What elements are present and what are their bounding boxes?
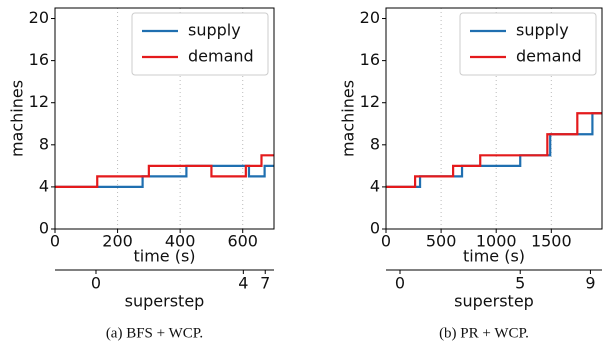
y-tick-label: 16 (29, 50, 49, 69)
x-axis-label: time (s) (133, 247, 195, 266)
legend-label: supply (516, 21, 569, 40)
x2-axis-label: superstep (125, 292, 205, 311)
plot-frame (385, 7, 603, 230)
caption: (a) BFS + WCP. (106, 325, 203, 341)
y-tick-label: 12 (360, 92, 380, 111)
x2-tick-label: 5 (515, 274, 525, 293)
x-tick-label: 1000 (476, 232, 517, 251)
x-tick-label: 400 (165, 232, 196, 251)
x-tick-label: 0 (50, 232, 60, 251)
x-tick-label: 500 (426, 232, 457, 251)
y-tick-label: 4 (370, 176, 380, 195)
y-tick-label: 4 (39, 176, 49, 195)
legend-box (459, 12, 597, 76)
x2-tick-label: 9 (585, 274, 595, 293)
legend-label: demand (516, 47, 582, 66)
x-tick-label: 1500 (531, 232, 572, 251)
legend-box (131, 12, 269, 76)
y-tick-label: 12 (29, 92, 49, 111)
y-tick-label: 20 (29, 8, 49, 27)
x-tick-label: 200 (102, 232, 133, 251)
y-tick-label: 16 (360, 50, 380, 69)
y-tick-label: 0 (370, 219, 380, 238)
x2-axis-label: superstep (454, 292, 534, 311)
y-axis-label: machines (8, 80, 27, 157)
y-axis-label: machines (339, 80, 358, 157)
caption: (b) PR + WCP. (439, 325, 529, 341)
x2-tick-label: 4 (238, 274, 248, 293)
x-tick-label: 600 (227, 232, 258, 251)
step-line (386, 112, 602, 189)
x2-tick-label: 0 (91, 274, 101, 293)
step-line (55, 154, 274, 189)
x2-tick-label: 7 (260, 274, 270, 293)
plot-frame (54, 7, 275, 230)
legend-label: demand (188, 47, 254, 66)
step-line (386, 112, 602, 189)
step-line (55, 164, 274, 189)
x2-tick-label: 0 (395, 274, 405, 293)
x-axis-label: time (s) (463, 247, 525, 266)
y-tick-label: 0 (39, 219, 49, 238)
y-tick-label: 8 (39, 134, 49, 153)
legend-label: supply (188, 21, 241, 40)
y-tick-label: 20 (360, 8, 380, 27)
x-tick-label: 0 (381, 232, 391, 251)
y-tick-label: 8 (370, 134, 380, 153)
